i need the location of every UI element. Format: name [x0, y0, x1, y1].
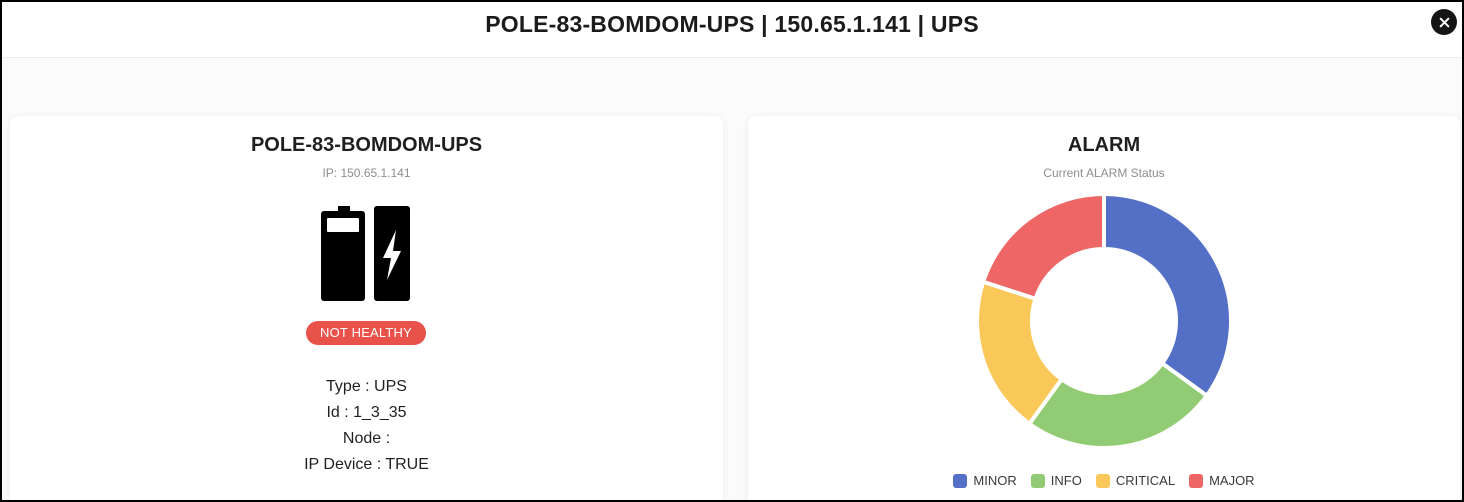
- donut-slice-major[interactable]: [981, 192, 1106, 301]
- id-row: Id : 1_3_35: [326, 404, 407, 421]
- legend-swatch: [1189, 473, 1204, 488]
- device-ip: IP: 150.65.1.141: [322, 166, 411, 180]
- alarm-card: ALARM Current ALARM Status MINOR INFO CRIT…: [748, 116, 1460, 500]
- legend-item-critical[interactable]: CRITICAL: [1095, 473, 1176, 488]
- alarm-subtitle: Current ALARM Status: [1043, 166, 1165, 180]
- legend-label: MAJOR: [1209, 473, 1255, 488]
- donut-slice-info[interactable]: [1027, 361, 1209, 450]
- alarm-title: ALARM: [1067, 134, 1141, 156]
- legend-label: MINOR: [973, 473, 1017, 488]
- legend-swatch: [953, 473, 968, 488]
- donut-slice-minor[interactable]: [1102, 192, 1233, 398]
- ip-device-row: IP Device : TRUE: [304, 456, 429, 473]
- legend-label: CRITICAL: [1115, 473, 1176, 488]
- legend-swatch: [1030, 473, 1045, 488]
- alarm-donut-chart[interactable]: [974, 191, 1234, 451]
- battery-charging-icon: [321, 206, 410, 301]
- device-card: POLE-83-BOMDOM-UPS IP: 150.65.1.141 NOT …: [10, 116, 723, 500]
- chart-legend: MINOR INFO CRITICAL MAJOR: [748, 473, 1460, 488]
- legend-item-major[interactable]: MAJOR: [1189, 473, 1255, 488]
- status-badge: NOT HEALTHY: [306, 321, 426, 345]
- node-row: Node :: [342, 430, 391, 447]
- close-icon: [1439, 17, 1449, 27]
- device-details: Type : UPS Id : 1_3_35 Node : IP Device …: [10, 374, 723, 478]
- modal-title: POLE-83-BOMDOM-UPS | 150.65.1.141 | UPS: [485, 11, 979, 37]
- device-name: POLE-83-BOMDOM-UPS: [250, 134, 483, 156]
- modal-header: POLE-83-BOMDOM-UPS | 150.65.1.141 | UPS: [2, 2, 1462, 58]
- legend-label: INFO: [1050, 473, 1082, 488]
- close-button[interactable]: [1431, 9, 1457, 35]
- type-row: Type : UPS: [326, 378, 407, 395]
- legend-swatch: [1095, 473, 1110, 488]
- legend-item-info[interactable]: INFO: [1030, 473, 1082, 488]
- modal-body: POLE-83-BOMDOM-UPS IP: 150.65.1.141 NOT …: [2, 58, 1462, 500]
- legend-item-minor[interactable]: MINOR: [953, 473, 1017, 488]
